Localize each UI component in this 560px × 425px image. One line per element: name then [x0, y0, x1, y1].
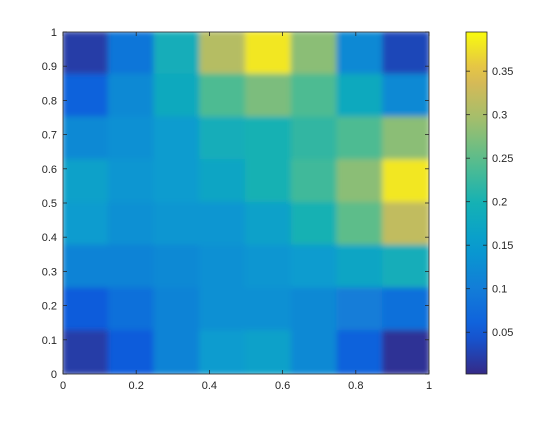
heatmap-cell — [153, 330, 202, 374]
heatmap-cell — [245, 330, 293, 374]
heatmap-cell — [153, 159, 202, 204]
heatmap-cell — [382, 32, 429, 76]
y-tick-label: 0.6 — [42, 164, 57, 176]
heatmap-cell — [290, 73, 339, 119]
heatmap-cell — [290, 330, 339, 374]
heatmap-cell — [336, 159, 385, 204]
heatmap-cell — [336, 73, 385, 119]
heatmap-cell — [107, 159, 156, 204]
y-tick-label: 0.9 — [42, 61, 57, 73]
heatmap-cell — [199, 202, 247, 247]
heatmap-cell — [290, 116, 339, 162]
x-tick-label: 1 — [426, 380, 432, 392]
heatmap-cell — [245, 287, 293, 333]
heatmap-cell — [153, 202, 202, 247]
heatmap-cell — [290, 244, 339, 290]
heatmap-cell — [290, 287, 339, 333]
heatmap-cell — [63, 330, 110, 374]
heatmap-cell — [107, 287, 156, 333]
heatmap-cell — [153, 73, 202, 119]
heatmap-cell — [199, 73, 247, 119]
heatmap-cell — [107, 116, 156, 162]
y-tick-label: 0.7 — [42, 130, 57, 142]
x-tick-label: 0.6 — [275, 380, 290, 392]
heatmap-cell — [336, 202, 385, 247]
heatmap-cell — [107, 73, 156, 119]
heatmap-cell — [336, 116, 385, 162]
heatmap-cell — [245, 32, 293, 76]
heatmap-cell — [153, 244, 202, 290]
y-tick-label: 1 — [51, 27, 57, 39]
heatmap-cell — [63, 73, 110, 119]
heatmap-cell — [199, 244, 247, 290]
heatmap-cell — [63, 202, 110, 247]
y-tick-label: 0.8 — [42, 95, 57, 107]
colorbar-gradient — [466, 32, 487, 374]
heatmap-cell — [107, 32, 156, 76]
heatmap-cell — [245, 116, 293, 162]
heatmap-cell — [382, 330, 429, 374]
heatmap-cell — [336, 330, 385, 374]
heatmap-cell — [153, 287, 202, 333]
heatmap-cell — [107, 244, 156, 290]
heatmap-cell — [63, 244, 110, 290]
axes: 0 0.2 0.4 0.6 0.8 1 0 0.1 0.2 0.3 0.4 0.5 0.6 0.7 0.8 0… — [42, 27, 432, 392]
colorbar-tick-label: 0.25 — [492, 153, 513, 165]
x-tick-label: 0 — [60, 380, 66, 392]
heatmap-cell — [245, 159, 293, 204]
heatmap-cell — [199, 287, 247, 333]
heatmap-cell — [245, 73, 293, 119]
heatmap-cell — [153, 116, 202, 162]
heatmap-cell — [382, 73, 429, 119]
heatmap-cell — [63, 32, 110, 76]
heatmap-cell — [290, 32, 339, 76]
heatmap-cells-blurred — [63, 32, 429, 374]
heatmap-cell — [245, 202, 293, 247]
x-tick-label: 0.8 — [348, 380, 363, 392]
colorbar-tick-label: 0.05 — [492, 327, 513, 339]
x-tick-label: 0.2 — [129, 380, 144, 392]
heatmap-cell — [382, 287, 429, 333]
heatmap-cell — [107, 202, 156, 247]
heatmap-cell — [63, 287, 110, 333]
heatmap-cell — [382, 159, 429, 204]
x-tick-label: 0.4 — [202, 380, 217, 392]
y-tick-label: 0 — [51, 369, 57, 381]
heatmap-cell — [199, 116, 247, 162]
colorbar-tick-label: 0.3 — [492, 110, 507, 122]
y-tick-label: 0.2 — [42, 301, 57, 313]
heatmap-cell — [63, 159, 110, 204]
colorbar-tick-label: 0.35 — [492, 66, 513, 78]
heatmap-cell — [382, 244, 429, 290]
heatmap-cell — [199, 32, 247, 76]
heatmap-cell — [382, 116, 429, 162]
y-tick-label: 0.3 — [42, 266, 57, 278]
heatmap-cell — [199, 159, 247, 204]
heatmap-cell — [107, 330, 156, 374]
heatmap-cell — [336, 287, 385, 333]
colorbar-tick-label: 0.2 — [492, 197, 507, 209]
heatmap-cell — [199, 330, 247, 374]
heatmap-plot-area — [63, 32, 429, 374]
y-tick-label: 0.4 — [42, 232, 57, 244]
colorbar-tick-label: 0.1 — [492, 284, 507, 296]
heatmap-cell — [336, 244, 385, 290]
heatmap-cell — [63, 116, 110, 162]
colorbar: 0.05 0.1 0.15 0.2 0.25 0.3 0.35 — [465, 31, 513, 375]
heatmap-cell — [153, 32, 202, 76]
heatmap-cells — [63, 32, 429, 374]
y-tick-label: 0.5 — [42, 198, 57, 210]
heatmap-cell — [290, 202, 339, 247]
y-tick-label: 0.1 — [42, 335, 57, 347]
colorbar-border — [465, 31, 488, 375]
heatmap-cell — [245, 244, 293, 290]
heatmap-cell — [290, 159, 339, 204]
heatmap-cell — [336, 32, 385, 76]
heatmap-cell — [382, 202, 429, 247]
colorbar-tick-label: 0.15 — [492, 240, 513, 252]
